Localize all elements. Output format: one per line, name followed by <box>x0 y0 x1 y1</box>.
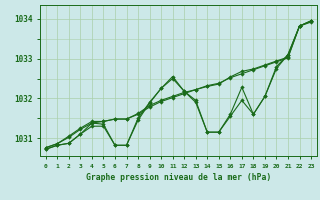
X-axis label: Graphe pression niveau de la mer (hPa): Graphe pression niveau de la mer (hPa) <box>86 173 271 182</box>
